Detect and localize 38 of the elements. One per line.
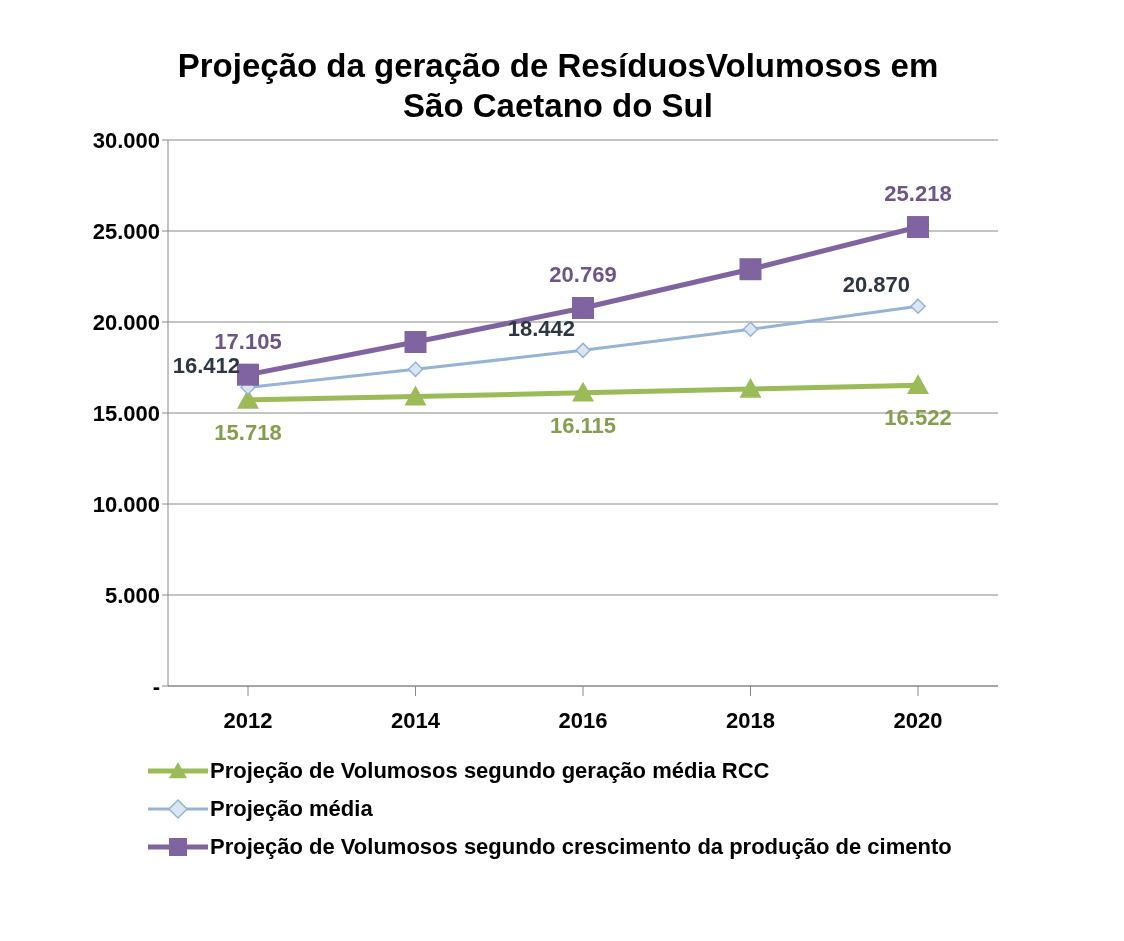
y-tick-label: 15.000 xyxy=(92,400,160,426)
data-label: 18.442 xyxy=(507,316,575,342)
x-tick-label: 2014 xyxy=(391,707,441,733)
y-tick-label: - xyxy=(152,673,160,699)
point xyxy=(572,381,594,402)
x-tick-label: 2018 xyxy=(726,707,775,733)
data-label: 16.115 xyxy=(549,412,617,438)
data-label: 20.769 xyxy=(549,262,617,287)
chart-title: Projeção da geração de ResíduosVolumosos em São Caetano do Sul xyxy=(176,46,940,126)
y-tick-label: 20.000 xyxy=(92,309,160,335)
point xyxy=(575,342,591,359)
data-label: 17.105 xyxy=(214,328,282,354)
point xyxy=(907,216,929,239)
legend-label: Projeção de Volumosos segundo geração média RCC xyxy=(210,758,770,784)
data-label: 16.412 xyxy=(172,353,240,379)
point xyxy=(404,385,427,406)
legend-label: Projeção média xyxy=(210,796,373,822)
x-tick-label: 2016 xyxy=(558,707,608,733)
y-tick-label: 25.000 xyxy=(92,218,160,244)
data-label: 25.218 xyxy=(884,181,952,207)
point xyxy=(910,298,926,314)
point xyxy=(907,374,929,395)
data-label: 16.522 xyxy=(884,405,952,431)
point xyxy=(404,331,427,354)
data-label: 20.870 xyxy=(842,272,910,298)
point xyxy=(742,321,759,338)
point xyxy=(407,361,424,378)
data-label: 15.718 xyxy=(214,419,282,445)
x-tick-label: 2020 xyxy=(893,707,943,733)
y-tick-label: 10.000 xyxy=(92,491,160,517)
y-tick-label: 5.000 xyxy=(104,582,160,608)
y-tick-label: 30.000 xyxy=(92,127,160,153)
x-tick-label: 2012 xyxy=(223,707,273,733)
point xyxy=(739,377,762,398)
legend-label: Projeção de Volumosos segundo crescimento da produção de cimento xyxy=(210,834,952,860)
point xyxy=(237,363,259,386)
point xyxy=(572,297,594,319)
point xyxy=(739,258,762,281)
